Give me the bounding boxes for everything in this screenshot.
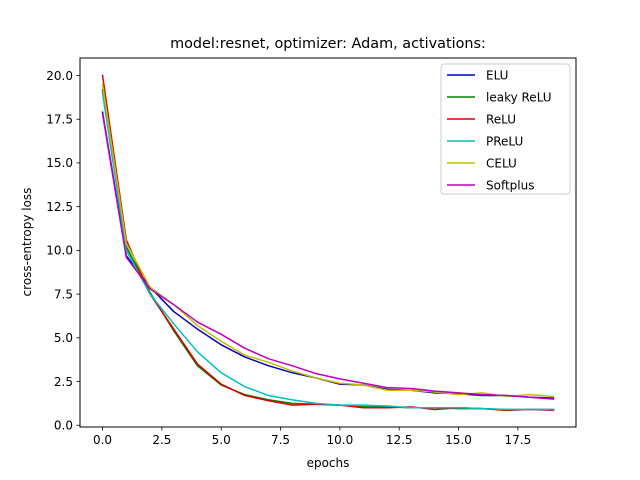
legend-label-prelu: PReLU xyxy=(486,134,523,148)
chart-title: model:resnet, optimizer: Adam, activatio… xyxy=(170,36,486,52)
x-tick-label: 10.0 xyxy=(327,433,354,447)
y-tick-label: 2.5 xyxy=(54,375,73,389)
legend-label-relu: ReLU xyxy=(486,112,516,126)
y-tick-label: 20.0 xyxy=(46,69,73,83)
y-tick-label: 7.5 xyxy=(54,287,73,301)
y-tick-label: 10.0 xyxy=(46,244,73,258)
y-tick-label: 0.0 xyxy=(54,419,73,433)
x-tick-label: 17.5 xyxy=(504,433,531,447)
x-axis-ticks: 0.0 2.5 5.0 7.5 10.0 12.5 15.0 17.5 xyxy=(93,427,531,447)
x-tick-label: 2.5 xyxy=(152,433,171,447)
y-tick-label: 17.5 xyxy=(46,113,73,127)
plot-lines xyxy=(101,74,555,412)
legend: ELU leaky ReLU ReLU PReLU CELU Softplus xyxy=(440,63,571,195)
series-line-prelu xyxy=(101,92,555,411)
legend-label-elu: ELU xyxy=(486,68,508,82)
y-tick-label: 5.0 xyxy=(54,331,73,345)
series-line-softplus xyxy=(101,113,555,400)
plot-frame xyxy=(79,57,577,428)
y-axis-label: cross-entropy loss xyxy=(20,188,34,297)
legend-label-celu: CELU xyxy=(486,156,517,170)
y-tick-label: 15.0 xyxy=(46,156,73,170)
x-tick-label: 0.0 xyxy=(93,433,112,447)
y-tick-label: 12.5 xyxy=(46,200,73,214)
x-tick-label: 12.5 xyxy=(386,433,413,447)
x-tick-label: 15.0 xyxy=(445,433,472,447)
legend-label-softplus: Softplus xyxy=(486,178,535,192)
x-axis-label: epochs xyxy=(307,456,350,470)
legend-box xyxy=(440,63,571,195)
x-tick-label: 7.5 xyxy=(271,433,290,447)
legend-label-leaky-relu: leaky ReLU xyxy=(486,90,552,104)
x-tick-label: 5.0 xyxy=(212,433,231,447)
y-axis-ticks: 0.0 2.5 5.0 7.5 10.0 12.5 15.0 17.5 20.0 xyxy=(46,69,80,433)
